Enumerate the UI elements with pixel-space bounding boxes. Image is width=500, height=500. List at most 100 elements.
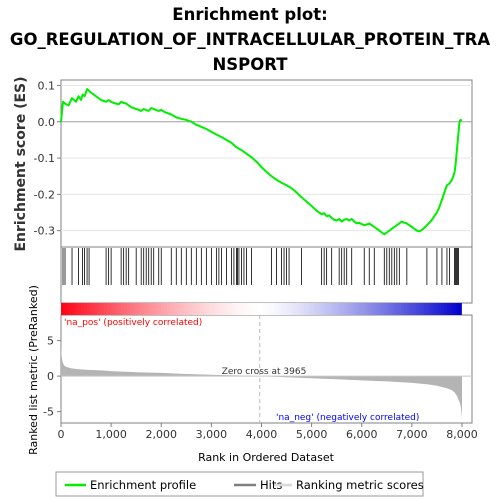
heat-segment — [387, 303, 391, 315]
heat-segment — [158, 303, 162, 315]
heat-segment — [121, 303, 125, 315]
heat-segment — [347, 303, 351, 315]
heat-segment — [252, 303, 256, 315]
heat-segment — [321, 303, 325, 315]
heat-segment — [229, 303, 234, 315]
heat-segment — [78, 303, 82, 315]
heat-segment — [435, 303, 439, 315]
heat-segment — [109, 303, 113, 315]
heat-segment — [349, 303, 354, 315]
x-tick-label: 7,000 — [396, 428, 428, 441]
heat-segment — [255, 303, 259, 315]
heat-segment — [161, 303, 165, 315]
heat-segment — [112, 303, 116, 315]
chart-title-line-2: GO_REGULATION_OF_INTRACELLULAR_PROTEIN_T… — [9, 30, 491, 49]
heat-segment — [447, 303, 451, 315]
heat-segment — [384, 303, 388, 315]
x-tick-label: 0 — [58, 428, 65, 441]
heat-segment — [184, 303, 188, 315]
heat-segment — [244, 303, 248, 315]
legend-profile-label: Enrichment profile — [90, 478, 196, 492]
heat-segment — [329, 303, 334, 315]
heat-segment — [89, 303, 93, 315]
heat-segment — [106, 303, 111, 315]
heat-segment — [372, 303, 377, 315]
legend-hits-label: Hits — [260, 478, 282, 492]
hits-panel-frame — [60, 246, 473, 304]
es-y-tick-label: 0.1 — [38, 79, 56, 92]
heat-segment — [418, 303, 422, 315]
heat-segment — [284, 303, 288, 315]
heat-segment — [215, 303, 219, 315]
heat-segment — [401, 303, 405, 315]
heat-segment — [452, 303, 457, 315]
heat-segment — [361, 303, 365, 315]
heat-segment — [241, 303, 245, 315]
es-y-tick-label: 0.0 — [38, 116, 56, 129]
heat-segment — [69, 303, 73, 315]
heat-segment — [375, 303, 379, 315]
zero-cross-label: Zero cross at 3965 — [222, 367, 307, 377]
heat-segment — [141, 303, 145, 315]
heat-segment — [430, 303, 434, 315]
heat-segment — [301, 303, 305, 315]
heat-segment — [378, 303, 382, 315]
es-gridlines — [61, 84, 472, 232]
heat-segment — [61, 303, 65, 315]
heat-segment — [178, 303, 182, 315]
heat-segment — [126, 303, 131, 315]
chart-title-line-1: Enrichment plot: — [172, 5, 328, 24]
heat-segment — [189, 303, 193, 315]
heat-segment — [292, 303, 296, 315]
heat-segment — [226, 303, 231, 315]
heat-segment — [221, 303, 225, 315]
heat-segment — [235, 303, 239, 315]
heat-segment — [129, 303, 133, 315]
heat-segment — [407, 303, 411, 315]
metric-y-tick-label: 0 — [47, 370, 54, 383]
heat-segment — [355, 303, 359, 315]
heat-segment — [246, 303, 251, 315]
heat-segment — [438, 303, 442, 315]
heat-segment — [201, 303, 205, 315]
legend-metric-label: Ranking metric scores — [296, 478, 424, 492]
heat-segment — [118, 303, 122, 315]
heat-segment — [275, 303, 279, 315]
positive-correlation-label: 'na_pos' (positively correlated) — [64, 318, 202, 328]
hits-rug — [62, 248, 459, 285]
heat-segment — [352, 303, 357, 315]
heat-segment — [103, 303, 108, 315]
heat-segment — [66, 303, 70, 315]
heat-segment — [115, 303, 119, 315]
heat-segment — [327, 303, 331, 315]
heat-segment — [324, 303, 328, 315]
heat-segment — [415, 303, 419, 315]
heat-segment — [444, 303, 448, 315]
heat-segment — [232, 303, 236, 315]
heat-segment — [224, 303, 228, 315]
metric-y-axis: 5 0 -5 — [43, 335, 61, 419]
chart-title-line-3: NSPORT — [212, 55, 288, 74]
heat-segment — [181, 303, 185, 315]
enrichment-profile-line — [60, 88, 463, 236]
heat-segment — [152, 303, 156, 315]
es-y-tick-label: -0.3 — [34, 225, 55, 238]
heat-segment — [63, 303, 68, 315]
metric-y-tick-label: -5 — [43, 406, 54, 419]
heat-segment — [135, 303, 139, 315]
heat-segment — [175, 303, 179, 315]
heat-segment — [341, 303, 345, 315]
heat-segment — [304, 303, 308, 315]
heat-segment — [367, 303, 371, 315]
heat-segment — [404, 303, 408, 315]
heat-segment — [450, 303, 454, 315]
heat-segment — [98, 303, 102, 315]
heat-segment — [212, 303, 216, 315]
metric-y-tick-label: 5 — [47, 335, 54, 348]
heat-segment — [441, 303, 445, 315]
heat-segment — [338, 303, 342, 315]
heat-segment — [249, 303, 254, 315]
ranking-heat-bar — [61, 303, 462, 315]
heat-segment — [132, 303, 136, 315]
